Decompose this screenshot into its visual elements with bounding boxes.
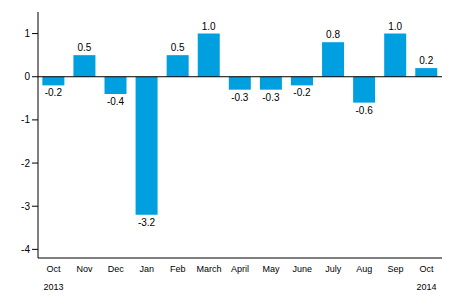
svg-text:2014: 2014 (416, 282, 436, 292)
svg-text:-3.2: -3.2 (138, 217, 156, 228)
svg-text:0: 0 (24, 71, 30, 82)
svg-text:May: May (263, 264, 281, 274)
svg-text:July: July (325, 264, 342, 274)
svg-text:0.5: 0.5 (171, 42, 185, 53)
svg-text:March: March (196, 264, 221, 274)
svg-text:1.0: 1.0 (202, 21, 216, 32)
svg-text:-4: -4 (21, 244, 30, 255)
svg-text:Oct: Oct (419, 264, 434, 274)
svg-text:0.5: 0.5 (77, 42, 91, 53)
svg-text:Nov: Nov (77, 264, 94, 274)
svg-text:-0.2: -0.2 (293, 87, 311, 98)
svg-text:Feb: Feb (170, 264, 186, 274)
svg-text:0.8: 0.8 (326, 29, 340, 40)
svg-text:2013: 2013 (44, 282, 64, 292)
svg-text:-0.2: -0.2 (45, 87, 63, 98)
svg-text:-0.3: -0.3 (231, 92, 249, 103)
svg-text:0.2: 0.2 (419, 55, 433, 66)
svg-text:1.0: 1.0 (388, 21, 402, 32)
svg-text:June: June (292, 264, 312, 274)
svg-text:-0.4: -0.4 (107, 96, 125, 107)
svg-text:Aug: Aug (356, 264, 372, 274)
svg-text:-0.3: -0.3 (262, 92, 280, 103)
svg-text:April: April (231, 264, 249, 274)
svg-text:-0.6: -0.6 (356, 105, 374, 116)
svg-text:Sep: Sep (387, 264, 403, 274)
svg-text:1: 1 (24, 28, 30, 39)
svg-text:-1: -1 (21, 114, 30, 125)
svg-text:Jan: Jan (140, 264, 155, 274)
svg-text:Dec: Dec (108, 264, 125, 274)
svg-text:Oct: Oct (47, 264, 62, 274)
svg-text:-3: -3 (21, 201, 30, 212)
svg-text:-2: -2 (21, 158, 30, 169)
